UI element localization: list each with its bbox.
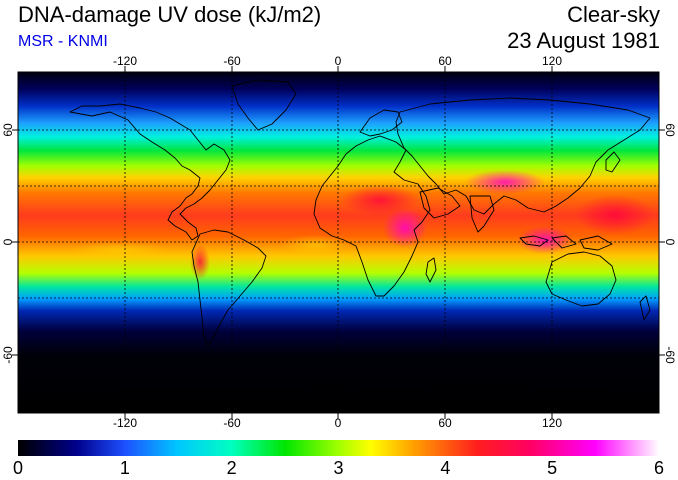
lon-top-label: -60 — [223, 54, 241, 68]
colorbar-tick-label: 2 — [226, 458, 237, 478]
colorbar-tick-label: 3 — [333, 458, 344, 478]
date-label: 23 August 1981 — [507, 28, 660, 53]
hotspot-sahara — [340, 185, 420, 215]
lat-left-label: 60 — [1, 123, 15, 137]
tick-marks — [12, 66, 665, 419]
lat-left-label: 0 — [1, 238, 15, 245]
hotspot-west-pacific — [575, 195, 655, 235]
japan-coast — [605, 151, 621, 173]
colorbar-tick-label: 4 — [440, 458, 451, 478]
indonesia-coast — [519, 235, 613, 251]
colorbar — [18, 440, 659, 456]
uv-dose-map: -120 -60 0 60 120 -120 -60 0 60 120 60 0… — [1, 54, 677, 430]
hotspot-east-africa — [383, 208, 427, 248]
lat-left-label: -60 — [1, 346, 15, 364]
lon-bottom-label: 120 — [542, 416, 562, 430]
lat-right-label: 0 — [663, 239, 677, 246]
south-america-coast — [191, 229, 267, 347]
colorbar-tick-label: 1 — [119, 458, 130, 478]
lon-top-label: 60 — [438, 54, 452, 68]
coastlines — [18, 79, 659, 399]
graticule — [18, 72, 659, 413]
scandinavia-coast — [359, 109, 403, 137]
lat-right-label: -60 — [663, 346, 677, 364]
sky-condition-label: Clear-sky — [567, 2, 660, 27]
map-title: DNA-damage UV dose (kJ/m2) — [18, 2, 322, 27]
arabia-coast — [419, 187, 461, 219]
greenland-coast — [231, 79, 297, 131]
colorbar-tick-label: 5 — [547, 458, 558, 478]
asia-coast — [395, 97, 651, 215]
india-coast — [469, 195, 495, 233]
madagascar-coast — [425, 257, 437, 283]
cloudy-pacific — [70, 242, 170, 258]
hotspot-indonesia — [517, 226, 573, 254]
lat-right-label: 60 — [663, 123, 677, 137]
lon-top-label: 120 — [542, 54, 562, 68]
lon-top-label: -120 — [113, 54, 137, 68]
north-america-coast — [69, 103, 231, 241]
colorbar-tick-label: 6 — [653, 458, 665, 478]
lon-bottom-label: -120 — [113, 416, 137, 430]
hotspot-tibet — [465, 170, 545, 194]
lon-bottom-label: -60 — [223, 416, 241, 430]
lon-bottom-label: 60 — [438, 416, 452, 430]
source-label: MSR - KNMI — [18, 33, 108, 50]
cloudy-atlantic — [280, 235, 350, 255]
lon-bottom-label: 0 — [335, 416, 342, 430]
colorbar-tick-label: 0 — [12, 458, 24, 478]
lon-top-label: 0 — [335, 54, 342, 68]
europe-africa-coast — [313, 135, 431, 297]
antarctica-coast — [18, 385, 659, 399]
